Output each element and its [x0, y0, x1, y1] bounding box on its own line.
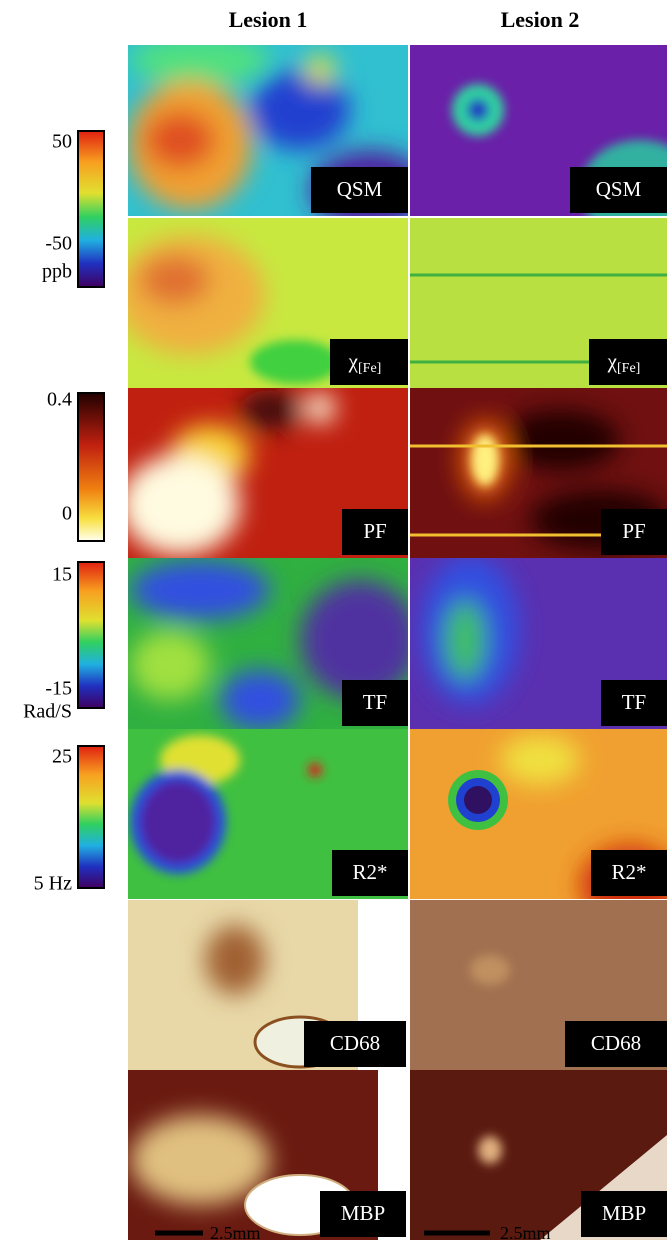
scale-bar-label: 2.5mm	[500, 1223, 551, 1243]
panel-label: PF	[622, 519, 645, 543]
colorbar-label: -15	[45, 678, 72, 700]
panel-label: QSM	[337, 177, 383, 201]
panel-label: TF	[363, 690, 388, 714]
colorbar-label: 50	[52, 131, 72, 153]
panel-label: R2*	[611, 860, 646, 884]
panel-label: TF	[622, 690, 647, 714]
label-subscript: [Fe]	[617, 361, 640, 376]
figure: Lesion 1Lesion 2QSMQSMχ[Fe]χ[Fe]PFPFTFTF…	[0, 0, 667, 1247]
panel-label: CD68	[591, 1031, 641, 1055]
panel-label: R2*	[352, 860, 387, 884]
label-subscript: [Fe]	[358, 361, 381, 376]
colorbar-label: 25	[52, 746, 72, 768]
colorbar-label: ppb	[42, 261, 72, 283]
panel-label: CD68	[330, 1031, 380, 1055]
panel-label: QSM	[596, 177, 642, 201]
panel-label: PF	[363, 519, 386, 543]
colorbar-label: Rad/S	[23, 701, 72, 723]
colorbar	[78, 131, 104, 287]
scale-bar-label: 2.5mm	[210, 1223, 261, 1243]
panel-label: MBP	[602, 1201, 646, 1225]
colorbar-label: 5 Hz	[34, 873, 72, 895]
colorbar-label: 0.4	[47, 389, 72, 411]
column-header: Lesion 1	[229, 7, 308, 32]
colorbar	[78, 393, 104, 541]
panel-label: MBP	[341, 1201, 385, 1225]
colorbar	[78, 562, 104, 708]
colorbar-label: 15	[52, 564, 72, 586]
colorbar-label: -50	[45, 233, 72, 255]
colorbar-label: 0	[62, 503, 72, 525]
column-header: Lesion 2	[501, 7, 580, 32]
colorbar	[78, 746, 104, 888]
